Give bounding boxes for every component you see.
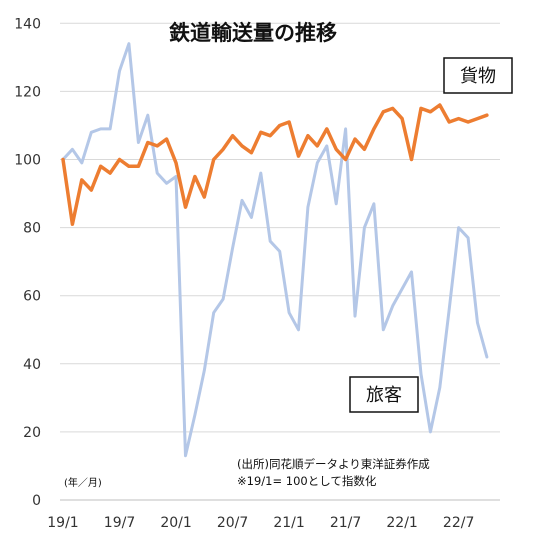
x-tick-label: 21/7 — [330, 515, 361, 531]
y-tick-label: 100 — [14, 153, 41, 169]
x-tick-label: 22/7 — [443, 515, 474, 531]
y-tick-label: 60 — [23, 289, 41, 305]
passenger-series-label: 旅客 — [366, 385, 402, 406]
y-tick-label: 0 — [32, 493, 41, 509]
x-tick-label: 21/1 — [273, 515, 304, 531]
y-tick-label: 140 — [14, 16, 41, 32]
chart-title: 鉄道輸送量の推移 — [169, 21, 337, 45]
x-tick-label: 19/7 — [104, 515, 135, 531]
source-note: (出所)同花順データより東洋証券作成 — [237, 457, 430, 471]
x-tick-label: 20/1 — [160, 515, 191, 531]
y-tick-label: 120 — [14, 84, 41, 100]
index-note: ※19/1= 100として指数化 — [237, 474, 377, 488]
freight-label-box — [443, 57, 513, 94]
y-tick-label: 40 — [23, 357, 41, 373]
freight-series-line — [61, 103, 489, 226]
x-tick-label: 20/7 — [217, 515, 248, 531]
y-tick-label: 20 — [23, 425, 41, 441]
passenger-label-box — [349, 376, 419, 413]
x-tick-label: 22/1 — [386, 515, 417, 531]
freight-series-label: 貨物 — [460, 66, 496, 87]
x-axis-tick-labels: 19/1 19/7 20/1 20/7 21/1 21/7 22/1 22/7 — [47, 515, 474, 531]
passenger-series-line — [61, 42, 489, 458]
y-tick-label: 80 — [23, 221, 41, 237]
y-axis-tick-labels: 0 20 40 60 80 100 120 140 — [14, 16, 41, 509]
x-tick-label: 19/1 — [47, 515, 78, 531]
series-lines — [61, 42, 489, 458]
x-axis-label: (年／月) — [64, 476, 102, 489]
